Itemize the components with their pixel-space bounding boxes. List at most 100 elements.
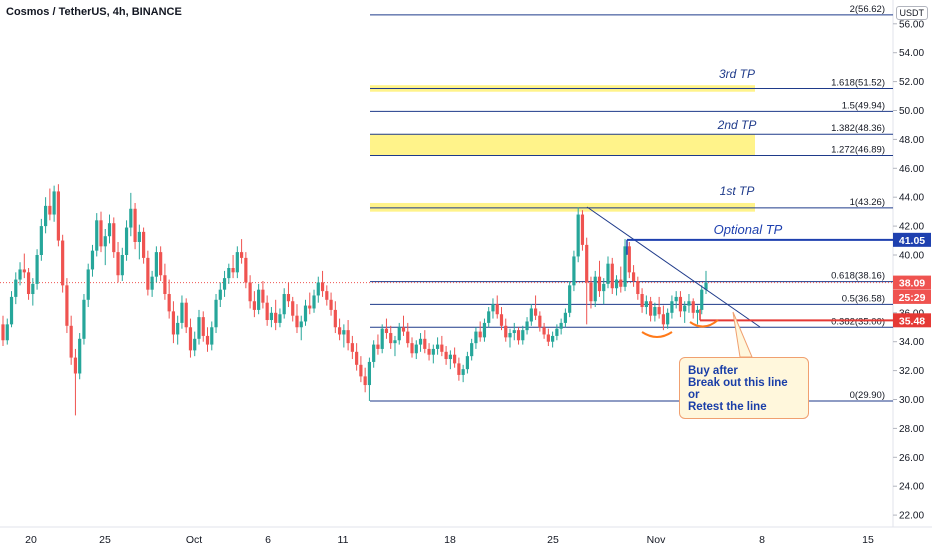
price-label-box (893, 313, 931, 328)
candle-body (120, 255, 124, 276)
candle-body (551, 335, 555, 342)
candle-body (397, 327, 401, 341)
candle-body (167, 294, 171, 312)
x-tick-label: Nov (647, 534, 666, 546)
candle-body (542, 327, 546, 335)
candle-body (700, 289, 704, 310)
y-tick-label: 42.00 (899, 222, 924, 233)
tp-zone-label: 2nd TP (717, 118, 757, 132)
candle-body (44, 205, 48, 227)
candle-body (393, 340, 397, 344)
x-tick-label: 15 (862, 534, 874, 546)
candle-body (538, 315, 542, 328)
candle-body (487, 311, 491, 323)
y-tick-label: 46.00 (899, 164, 924, 175)
candle-body (418, 338, 423, 345)
fib-level-label: 2(56.62) (850, 4, 885, 15)
candle-body (580, 214, 585, 245)
candle-body (606, 263, 610, 284)
candle-body (589, 282, 593, 302)
candle-body (529, 308, 533, 322)
candle-body (197, 317, 201, 339)
candle-body (636, 281, 640, 295)
candle-body (563, 312, 567, 323)
candle-body (670, 301, 674, 313)
candle-body (73, 357, 78, 374)
candle-body (372, 344, 376, 362)
candle-body (274, 312, 278, 323)
y-tick-label: 52.00 (899, 77, 924, 88)
candle-body (31, 283, 35, 295)
candle-body (525, 321, 529, 331)
candle-body (342, 330, 346, 335)
candle-body (193, 338, 197, 351)
candle-body (116, 252, 120, 276)
candle-body (333, 309, 337, 328)
candle-body (316, 282, 320, 296)
candle-body (499, 314, 504, 326)
candle-body (431, 348, 435, 355)
descending-trendline (586, 206, 761, 328)
candle-body (320, 282, 325, 292)
candle-body (444, 351, 448, 360)
candle-body (661, 314, 665, 325)
candle-body (159, 252, 163, 276)
candle-body (82, 299, 86, 339)
x-tick-label: 8 (759, 534, 765, 546)
fib-level-label: 1(43.26) (850, 197, 885, 208)
candle-body (649, 301, 653, 316)
candle-body (504, 325, 508, 338)
candle-body (410, 343, 414, 354)
optional-tp-label: Optional TP (714, 222, 783, 237)
candle-body (602, 283, 606, 292)
currency-badge[interactable]: USDT (895, 6, 928, 20)
candle-body (355, 351, 359, 365)
tp-zone-label: 3rd TP (719, 67, 755, 81)
candle-body (124, 227, 129, 255)
fib-level-label: 1.618(51.52) (831, 78, 885, 89)
price-label-text: 35.48 (899, 315, 925, 327)
candle-body (112, 223, 116, 253)
y-tick-label: 30.00 (899, 395, 924, 406)
candle-body (448, 354, 452, 360)
x-tick-label: 11 (338, 534, 349, 546)
candle-body (482, 322, 487, 338)
candle-body (491, 304, 495, 312)
candle-body (453, 354, 457, 364)
y-tick-label: 54.00 (899, 48, 924, 59)
fib-level-label: 0(29.90) (850, 390, 885, 401)
candle-body (265, 302, 269, 321)
callout-line-3: or (688, 389, 700, 401)
candle-body (146, 257, 150, 290)
candle-body (593, 276, 597, 302)
candle-body (210, 327, 214, 345)
candle-body (154, 252, 158, 277)
candle-body (474, 331, 478, 344)
candle-body (329, 299, 333, 310)
candle-body (176, 322, 180, 335)
candle-body (465, 356, 470, 370)
callout-line-1: Buy after (688, 365, 738, 377)
candle-body (640, 294, 644, 308)
candle-body (184, 302, 188, 328)
candle-body (78, 338, 82, 374)
bottom-arc-marker (641, 331, 673, 338)
trade-note-callout[interactable]: Buy after Break out this line or Retest … (679, 357, 809, 419)
candle-body (26, 272, 31, 295)
candle-body (644, 301, 648, 308)
fib-level-label: 1.382(48.36) (831, 123, 885, 134)
candle-body (533, 308, 538, 316)
candle-body (205, 335, 210, 345)
y-tick-label: 32.00 (899, 366, 924, 377)
candle-body (687, 301, 691, 306)
candle-body (99, 220, 103, 247)
candle-body (95, 220, 99, 251)
candle-body (18, 269, 22, 280)
candle-body (129, 208, 133, 228)
candle-body (107, 223, 112, 237)
candle-body (252, 301, 256, 310)
y-tick-label: 44.00 (899, 193, 924, 204)
candle-body (678, 296, 683, 312)
y-tick-label: 40.00 (899, 251, 924, 262)
